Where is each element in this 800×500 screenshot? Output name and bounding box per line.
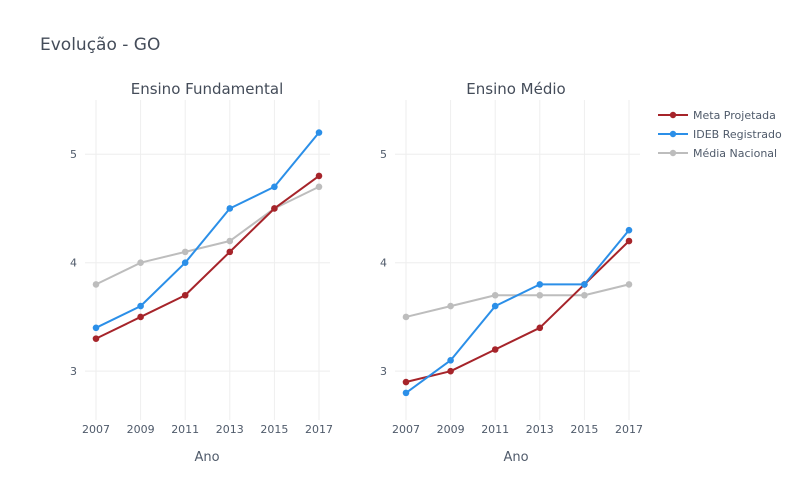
- data-point[interactable]: [402, 378, 410, 386]
- legend-item-media[interactable]: Média Nacional: [658, 147, 777, 160]
- data-point[interactable]: [491, 302, 499, 310]
- legend-marker: [669, 149, 677, 157]
- series-meta-projetada: [92, 172, 323, 342]
- x-tick-label: 2013: [216, 423, 244, 436]
- x-tick-label: 2007: [82, 423, 110, 436]
- data-point[interactable]: [181, 248, 189, 256]
- data-point[interactable]: [491, 346, 499, 353]
- panel-title: Ensino Fundamental: [131, 80, 284, 98]
- legend-label: Média Nacional: [693, 147, 777, 160]
- data-point[interactable]: [92, 324, 100, 332]
- data-point[interactable]: [625, 237, 633, 245]
- data-point[interactable]: [137, 302, 144, 310]
- data-point[interactable]: [536, 291, 544, 299]
- data-point[interactable]: [226, 248, 234, 256]
- series-media-nacional: [402, 281, 633, 321]
- data-point[interactable]: [315, 183, 323, 191]
- y-tick-label: 3: [380, 365, 387, 378]
- data-point[interactable]: [137, 313, 144, 321]
- data-point[interactable]: [181, 291, 189, 299]
- series-meta-projetada: [402, 237, 633, 386]
- data-point[interactable]: [92, 281, 100, 288]
- x-axis-title: Ano: [503, 450, 528, 465]
- x-tick-label: 2017: [615, 423, 643, 436]
- legend-marker: [669, 130, 677, 138]
- data-point[interactable]: [581, 281, 588, 288]
- series-line: [95, 185, 320, 286]
- x-tick-label: 2015: [260, 423, 288, 436]
- legend-label: Meta Projetada: [693, 109, 776, 122]
- series-line: [95, 175, 320, 340]
- data-point[interactable]: [226, 205, 234, 212]
- x-tick-label: 2007: [392, 423, 420, 436]
- legend[interactable]: Meta Projetada IDEB Registrado Média Nac…: [658, 109, 782, 160]
- series-line: [405, 229, 630, 394]
- x-tick-label: 2009: [127, 423, 155, 436]
- data-point[interactable]: [625, 226, 633, 234]
- panel-ensino-fundamental: Ensino Fundamental Ano 2007 2009 2011 2013 2…: [70, 80, 333, 465]
- data-point[interactable]: [402, 389, 410, 397]
- x-tick-label: 2011: [171, 423, 199, 436]
- y-tick-label: 4: [70, 257, 77, 270]
- y-tick-label: 5: [70, 148, 77, 161]
- y-tick-label: 4: [380, 257, 387, 270]
- x-tick-label: 2017: [305, 423, 333, 436]
- y-tick-label: 3: [70, 365, 77, 378]
- data-point[interactable]: [491, 291, 499, 299]
- panel-ensino-medio: Ensino Médio Ano 2007 2009 2011 2013 2015 201…: [380, 80, 643, 465]
- y-tick-label: 5: [380, 148, 387, 161]
- series-ideb-registrado: [92, 129, 323, 332]
- x-tick-label: 2013: [526, 423, 554, 436]
- data-point[interactable]: [402, 313, 410, 321]
- data-point[interactable]: [447, 357, 454, 364]
- data-point[interactable]: [181, 259, 189, 267]
- data-point[interactable]: [137, 259, 144, 267]
- gridlines: [85, 100, 330, 420]
- legend-item-meta[interactable]: Meta Projetada: [658, 109, 776, 122]
- data-point[interactable]: [271, 205, 278, 212]
- data-point[interactable]: [315, 129, 323, 136]
- data-point[interactable]: [536, 324, 544, 332]
- data-point[interactable]: [271, 183, 278, 191]
- legend-item-ideb[interactable]: IDEB Registrado: [658, 128, 782, 141]
- x-tick-label: 2009: [437, 423, 465, 436]
- legend-label: IDEB Registrado: [693, 128, 782, 141]
- data-point[interactable]: [536, 281, 544, 288]
- panel-title: Ensino Médio: [466, 80, 565, 98]
- x-tick-label: 2015: [570, 423, 598, 436]
- data-point[interactable]: [226, 237, 234, 245]
- data-point[interactable]: [625, 281, 633, 288]
- series-ideb-registrado: [402, 226, 633, 397]
- data-point[interactable]: [447, 302, 454, 310]
- chart-title: Evolução - GO: [40, 35, 160, 55]
- data-point[interactable]: [92, 335, 100, 342]
- x-tick-label: 2011: [481, 423, 509, 436]
- data-point[interactable]: [315, 172, 323, 180]
- legend-marker: [669, 111, 677, 119]
- series-line: [405, 240, 630, 384]
- series-line: [95, 131, 320, 329]
- data-point[interactable]: [581, 291, 588, 299]
- series-line: [405, 283, 630, 318]
- data-point[interactable]: [447, 367, 454, 375]
- x-axis-title: Ano: [194, 450, 219, 465]
